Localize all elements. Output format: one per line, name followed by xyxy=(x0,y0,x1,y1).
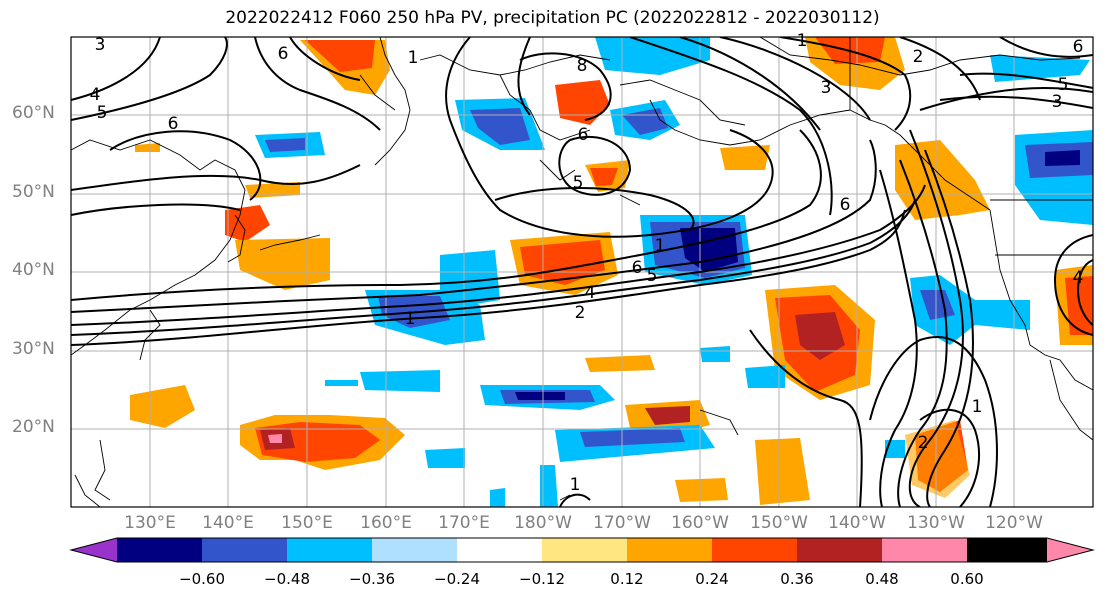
colorbar-tick-label: 0.36 xyxy=(780,570,814,588)
lon-label: 160°E xyxy=(360,513,412,533)
graticule xyxy=(71,37,1093,507)
contour-label: 5 xyxy=(97,103,108,123)
contour-label: 2 xyxy=(913,47,924,67)
lon-label: 150°E xyxy=(281,513,333,533)
colorbar-tick-label: 0.24 xyxy=(695,570,729,588)
lon-label: 170°E xyxy=(438,513,490,533)
contour-label: 3 xyxy=(821,78,832,98)
lon-label: 180°W xyxy=(514,513,572,533)
map-frame xyxy=(70,36,1094,508)
lat-label-40n: 40°N xyxy=(12,260,55,280)
contour-label: 2 xyxy=(918,433,929,453)
contour-label: 4 xyxy=(1073,268,1084,288)
colorbar-tick-label: 0.60 xyxy=(950,570,984,588)
colorbar-segment xyxy=(797,538,883,562)
contour-label: 6 xyxy=(278,44,289,64)
lon-label: 170°W xyxy=(593,513,651,533)
colorbar-min-extend xyxy=(71,538,117,562)
contour-label: 1 xyxy=(797,31,808,51)
contour-label: 2 xyxy=(575,303,586,323)
lat-label-30n: 30°N xyxy=(12,339,55,359)
colorbar-segment xyxy=(372,538,458,562)
lon-label: 140°W xyxy=(828,513,886,533)
colorbar-tick-label: −0.12 xyxy=(519,570,565,588)
contour-label: 1 xyxy=(408,48,419,68)
contour-label: 6 xyxy=(578,125,589,145)
colorbar-segment xyxy=(967,538,1047,562)
lon-label: 140°E xyxy=(202,513,254,533)
colorbar-tick-label: −0.48 xyxy=(264,570,310,588)
lon-label: 130°W xyxy=(907,513,965,533)
colorbar-segment xyxy=(542,538,628,562)
pv-contours xyxy=(71,37,1093,507)
contour-label: 1 xyxy=(972,397,983,417)
colorbar-segment xyxy=(117,538,203,562)
map-title: 2022022412 F060 250 hPa PV, precipitatio… xyxy=(225,8,880,28)
colorbar-max-extend xyxy=(1047,538,1093,562)
colorbar-tick-label: −0.36 xyxy=(349,570,395,588)
colorbar-segment xyxy=(457,538,543,562)
lat-label-60n: 60°N xyxy=(12,103,55,123)
contour-label: 1 xyxy=(655,236,666,256)
contour-label: 5 xyxy=(573,173,584,193)
contour-label: 5 xyxy=(647,266,658,286)
contour-label: 6 xyxy=(840,195,851,215)
lon-label: 150°W xyxy=(750,513,808,533)
contour-label: 5 xyxy=(1058,75,1069,95)
contour-label: 3 xyxy=(95,35,106,55)
colorbar-tick-label: 0.48 xyxy=(865,570,899,588)
colorbar-segment xyxy=(627,538,713,562)
contour-label: 8 xyxy=(577,56,588,76)
contour-label: 1 xyxy=(405,309,416,329)
colorbar-segment xyxy=(712,538,798,562)
contour-label: 6 xyxy=(1073,37,1084,57)
colorbar-segment xyxy=(882,538,968,562)
colorbar-tick-label: −0.60 xyxy=(179,570,225,588)
lon-label: 160°W xyxy=(671,513,729,533)
contour-label: 4 xyxy=(90,85,101,105)
contour-label: 6 xyxy=(168,114,179,134)
colorbar-segment xyxy=(202,538,288,562)
colorbar-tick-label: 0.12 xyxy=(610,570,644,588)
colorbar-segment xyxy=(287,538,373,562)
lat-label-50n: 50°N xyxy=(12,182,55,202)
lon-label: 130°E xyxy=(124,513,176,533)
contour-label: 1 xyxy=(570,475,581,495)
lon-label: 120°W xyxy=(985,513,1043,533)
contour-label: 4 xyxy=(585,283,596,303)
lat-label-20n: 20°N xyxy=(12,417,55,437)
colorbar xyxy=(69,537,1095,563)
colorbar-tick-label: −0.24 xyxy=(434,570,480,588)
contour-label: 6 xyxy=(632,258,643,278)
contour-label: 3 xyxy=(1052,92,1063,112)
